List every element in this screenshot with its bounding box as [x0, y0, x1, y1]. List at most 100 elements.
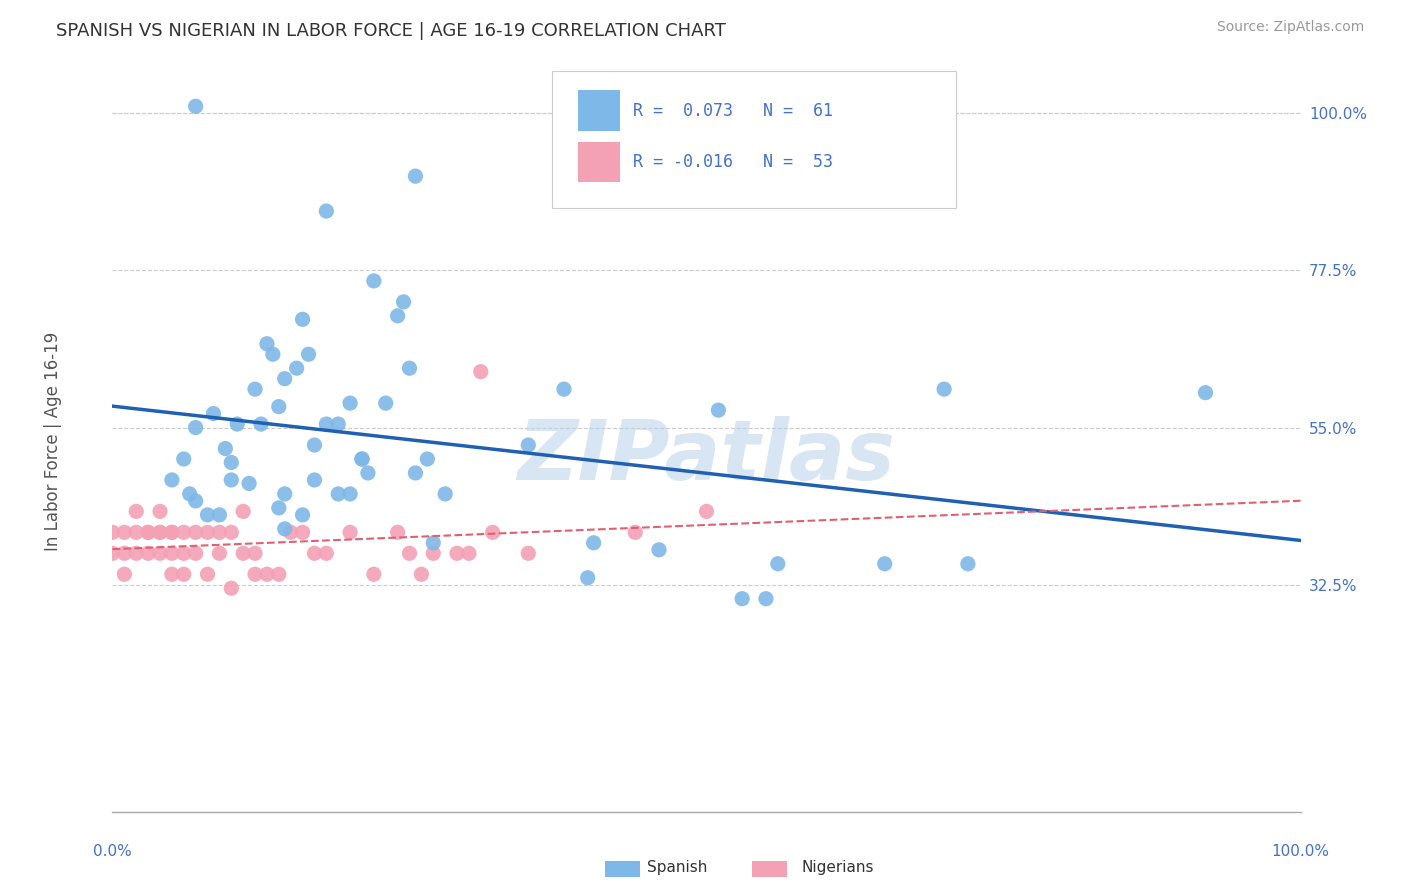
Point	[1194, 385, 1216, 400]
Point	[285, 361, 308, 376]
Point	[766, 557, 789, 571]
Point	[149, 525, 172, 540]
Point	[274, 522, 297, 536]
Text: 100.0%: 100.0%	[1271, 845, 1330, 859]
Point	[149, 504, 172, 518]
Point	[256, 567, 278, 582]
Point	[243, 546, 266, 560]
Point	[219, 525, 243, 540]
Point	[304, 546, 326, 560]
Point	[553, 382, 575, 396]
Point	[184, 420, 207, 434]
Point	[648, 542, 671, 557]
Point	[149, 546, 172, 560]
Point	[238, 476, 260, 491]
Point	[226, 417, 249, 431]
Point	[232, 546, 254, 560]
Point	[184, 546, 207, 560]
Point	[112, 525, 135, 540]
Point	[208, 546, 231, 560]
Point	[160, 567, 183, 582]
Text: Spanish: Spanish	[647, 860, 707, 874]
Point	[160, 546, 183, 560]
Point	[576, 571, 599, 585]
Text: SPANISH VS NIGERIAN IN LABOR FORCE | AGE 16-19 CORRELATION CHART: SPANISH VS NIGERIAN IN LABOR FORCE | AGE…	[56, 22, 725, 40]
Point	[696, 504, 718, 518]
Point	[934, 382, 956, 396]
Point	[458, 546, 481, 560]
Point	[398, 361, 420, 376]
Point	[350, 452, 373, 467]
Point	[149, 525, 172, 540]
Point	[339, 487, 361, 501]
Point	[517, 438, 540, 452]
Point	[517, 546, 540, 560]
Point	[339, 396, 361, 410]
Text: R = -0.016   N =  53: R = -0.016 N = 53	[633, 153, 832, 171]
Point	[280, 525, 302, 540]
Point	[422, 536, 444, 550]
Point	[755, 591, 778, 606]
Text: Source: ZipAtlas.com: Source: ZipAtlas.com	[1216, 20, 1364, 34]
Point	[387, 309, 409, 323]
Point	[297, 347, 319, 361]
Point	[256, 336, 278, 351]
Point	[422, 546, 444, 560]
Point	[101, 546, 124, 560]
Point	[873, 557, 896, 571]
Point	[197, 525, 219, 540]
Point	[208, 508, 231, 522]
Point	[197, 567, 219, 582]
Text: 0.0%: 0.0%	[93, 845, 132, 859]
Point	[219, 473, 243, 487]
Point	[250, 417, 273, 431]
Point	[179, 487, 201, 501]
Point	[304, 438, 326, 452]
Point	[274, 487, 297, 501]
Point	[125, 546, 148, 560]
Point	[267, 500, 290, 515]
Point	[136, 525, 159, 540]
Point	[404, 169, 426, 183]
Point	[112, 546, 135, 560]
Point	[208, 525, 231, 540]
Point	[404, 466, 426, 480]
Point	[136, 546, 159, 560]
Point	[363, 274, 385, 288]
Point	[160, 525, 183, 540]
Point	[267, 400, 290, 414]
Text: R =  0.073   N =  61: R = 0.073 N = 61	[633, 102, 832, 120]
Point	[350, 452, 373, 467]
Point	[214, 442, 236, 456]
Point	[243, 567, 266, 582]
Point	[374, 396, 396, 410]
Bar	[578, 90, 620, 130]
Text: ZIPatlas: ZIPatlas	[517, 416, 896, 497]
Point	[197, 508, 219, 522]
Point	[731, 591, 754, 606]
Point	[173, 525, 195, 540]
Point	[291, 508, 314, 522]
Point	[291, 312, 314, 326]
Point	[446, 546, 468, 560]
Point	[184, 525, 207, 540]
Point	[219, 455, 243, 469]
Point	[315, 417, 337, 431]
Point	[470, 365, 492, 379]
Point	[387, 525, 409, 540]
Point	[315, 204, 337, 219]
Point	[481, 525, 503, 540]
Point	[243, 382, 266, 396]
Point	[315, 546, 337, 560]
Text: Nigerians: Nigerians	[801, 860, 875, 874]
Point	[125, 525, 148, 540]
Point	[184, 99, 207, 113]
Point	[232, 504, 254, 518]
Point	[262, 347, 284, 361]
Point	[291, 525, 314, 540]
Point	[411, 567, 433, 582]
Point	[274, 372, 297, 386]
Point	[392, 294, 415, 309]
Point	[125, 504, 148, 518]
Point	[328, 417, 350, 431]
